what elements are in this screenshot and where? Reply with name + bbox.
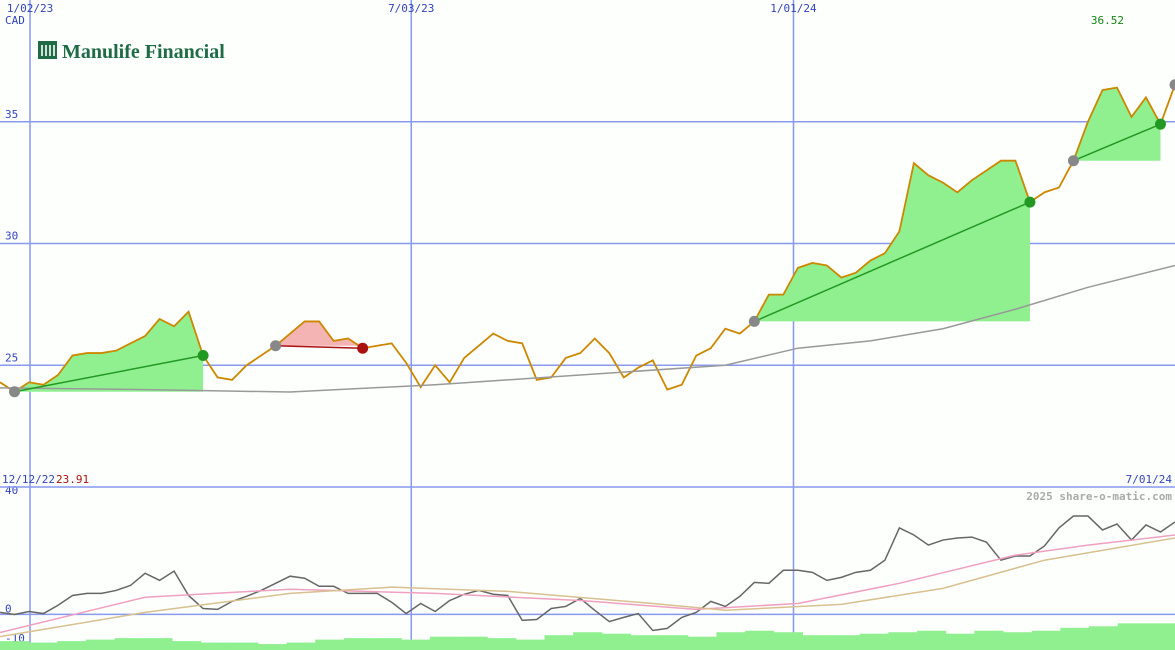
volume-bar	[429, 636, 460, 650]
signal-start	[748, 315, 760, 327]
series-line	[0, 537, 1175, 638]
y-tick-label: 35	[5, 108, 18, 121]
signal-start	[9, 386, 21, 398]
series-line	[0, 264, 1175, 393]
volume-bar	[831, 635, 861, 650]
volume-bar	[343, 638, 374, 650]
volume-bar	[401, 639, 431, 650]
volume-bar	[85, 639, 116, 650]
volume-bar	[200, 642, 230, 650]
trend-line	[275, 345, 363, 349]
volume-bar	[458, 636, 488, 650]
trend-line	[1073, 123, 1161, 162]
volume-bar	[372, 638, 402, 650]
volume-bar	[601, 633, 631, 650]
logo-icon-lines	[41, 45, 55, 56]
volume-bar	[1146, 623, 1175, 650]
volume-bar	[515, 639, 546, 650]
volume-bar	[888, 632, 918, 650]
volume-bar	[171, 641, 202, 650]
volume-bar	[974, 630, 1004, 650]
volume-bar	[859, 633, 889, 650]
volume-bar	[1089, 626, 1119, 650]
volume-bar	[573, 632, 603, 650]
low-label: 23.91	[56, 473, 89, 486]
volume-bar	[1117, 623, 1147, 650]
x-tick-label: 1/01/24	[770, 2, 817, 15]
volume-bar	[28, 642, 58, 650]
end-date: 7/01/24	[1126, 473, 1173, 486]
volume-bar	[487, 638, 517, 650]
volume-bar	[57, 641, 87, 650]
trend-line	[754, 201, 1031, 323]
start-date: 12/12/22	[2, 473, 55, 486]
signal-end	[357, 342, 369, 354]
signal-end	[1024, 196, 1036, 208]
signal-end	[197, 350, 209, 362]
volume-bar	[630, 635, 660, 650]
volume-bar	[802, 635, 832, 650]
signal-fill	[754, 160, 1030, 322]
volume-bar	[315, 639, 345, 650]
x-tick-label: 1/02/23	[7, 2, 53, 15]
volume-bar	[687, 636, 717, 650]
signal-end	[1154, 118, 1166, 130]
volume-bar	[143, 638, 173, 650]
volume-bar	[257, 644, 288, 650]
volume-bar	[544, 635, 574, 650]
volume-bar	[0, 641, 30, 650]
volume-bar	[745, 630, 775, 650]
last-point	[1169, 79, 1175, 91]
x-tick-label: 7/03/23	[388, 2, 434, 15]
volume-bar	[114, 638, 144, 650]
volume-bar	[716, 632, 746, 650]
volume-bar	[917, 630, 947, 650]
signal-fill	[14, 311, 204, 392]
high-label: 36.52	[1091, 14, 1124, 27]
volume-bar	[659, 635, 689, 650]
currency: CAD	[5, 14, 25, 27]
volume-bar	[945, 633, 975, 650]
volume-bar	[1031, 630, 1061, 650]
volume-bar	[773, 632, 803, 650]
series-line	[0, 534, 1175, 634]
logo: Manulife Financial	[38, 41, 225, 63]
volume-bar	[229, 642, 259, 650]
series-line	[0, 515, 1175, 632]
volume-bar	[1003, 632, 1033, 650]
signal-start	[270, 340, 282, 352]
y-tick-label: 25	[5, 351, 18, 364]
signal-start	[1067, 155, 1079, 167]
volume-bar	[286, 642, 316, 650]
y-tick-label: 0	[5, 602, 12, 615]
volume-bar	[1060, 627, 1090, 650]
logo-text: Manulife Financial	[62, 41, 225, 63]
credit: 2025 share-o-matic.com	[1026, 490, 1172, 503]
series-line	[0, 84, 1175, 393]
y-tick-label: 30	[5, 230, 18, 243]
panel: 400-10	[0, 484, 1175, 650]
trend-line	[14, 354, 204, 393]
